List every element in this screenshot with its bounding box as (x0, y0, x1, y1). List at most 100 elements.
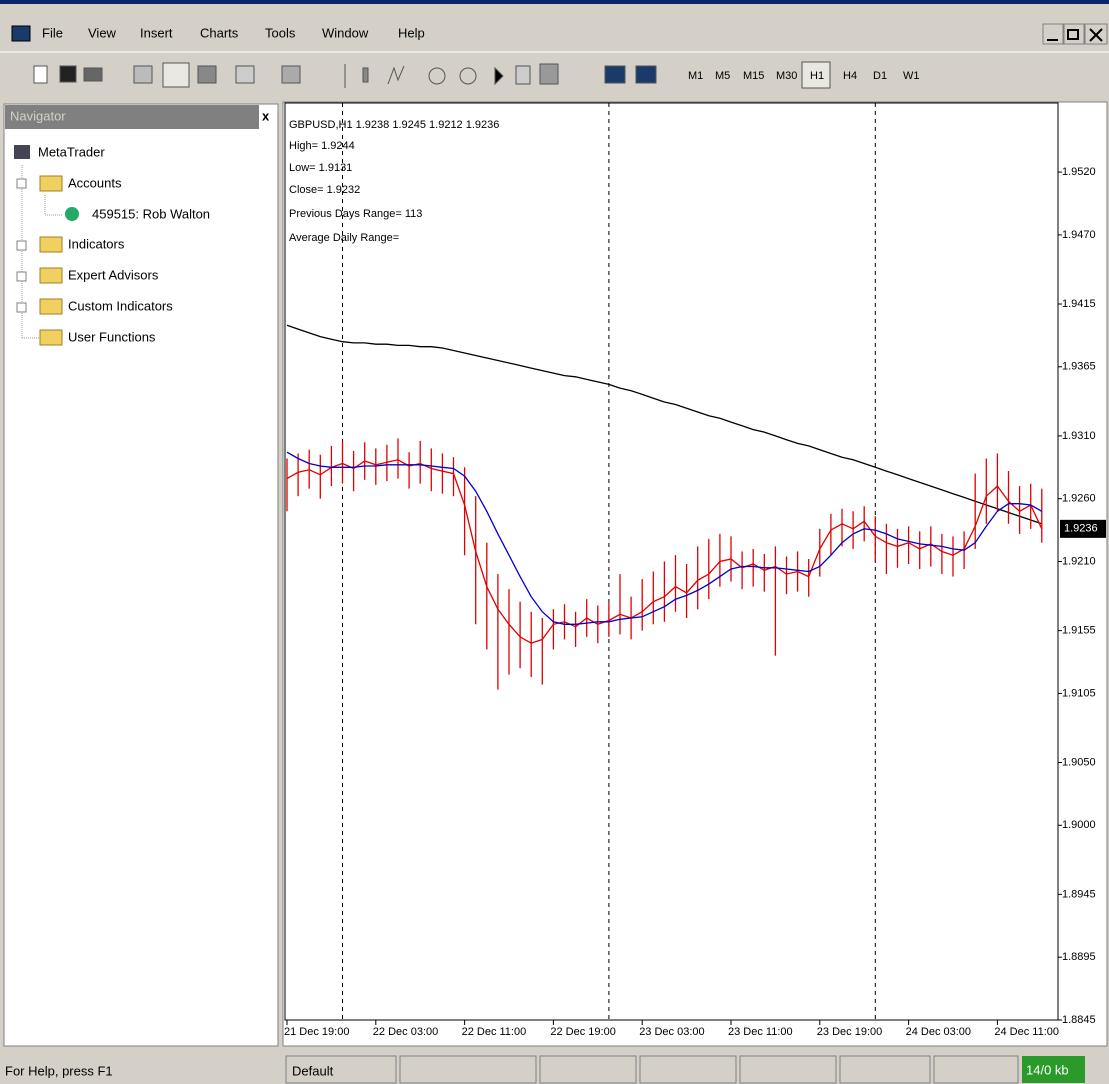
y-tick-label: 1.9470 (1062, 229, 1096, 241)
tool-line[interactable] (387, 65, 405, 85)
tree-item[interactable]: Custom Indicators (68, 298, 173, 313)
navigator-panel (3, 103, 279, 1047)
tool-terminal[interactable] (197, 65, 217, 84)
toolbar-icons (33, 61, 831, 89)
info-line: Average Daily Range= (289, 232, 399, 244)
y-tick-label: 1.9310 (1062, 430, 1096, 442)
y-tick-label: 1.9260 (1062, 493, 1096, 505)
y-tick-label: 1.9050 (1062, 756, 1096, 768)
y-tick-label: 1.8945 (1062, 888, 1096, 900)
folder-icon (39, 267, 63, 284)
folder-icon (39, 236, 63, 253)
folder-icon (39, 329, 63, 346)
tool-expert[interactable] (281, 65, 301, 84)
navigator-title: Navigator (10, 108, 66, 123)
tool-autoscroll[interactable] (494, 66, 504, 86)
x-tick-label: 22 Dec 03:00 (373, 1026, 438, 1038)
menu-item[interactable]: File (42, 25, 63, 40)
y-tick-label: 1.9000 (1062, 819, 1096, 831)
tool-navigator[interactable] (162, 62, 190, 88)
indicator-line (286, 324, 1043, 525)
timeframe-button[interactable]: M1 (688, 70, 703, 82)
menu-item[interactable]: Tools (265, 25, 296, 40)
account-icon (65, 207, 79, 221)
tool-experts[interactable] (539, 63, 559, 85)
info-line: GBPUSD,H1 1.9238 1.9245 1.9212 1.9236 (289, 119, 499, 131)
restore-icon (1067, 29, 1079, 40)
navigator-header (5, 105, 259, 129)
x-tick-label: 23 Dec 03:00 (639, 1026, 704, 1038)
tool-save[interactable] (59, 65, 77, 83)
y-tick-label: 1.9155 (1062, 624, 1096, 636)
tool-zoom-in[interactable] (428, 67, 446, 85)
info-line: Low= 1.9131 (289, 162, 352, 174)
tool-periods[interactable] (604, 65, 626, 84)
current-price-label: 1.9236 (1064, 523, 1098, 535)
status-help: For Help, press F1 (5, 1063, 113, 1078)
terminal-icon (14, 145, 30, 159)
menu-item[interactable]: Charts (200, 25, 239, 40)
y-tick-label: 1.9415 (1062, 298, 1096, 310)
tree-item[interactable]: Accounts (68, 175, 122, 190)
folder-icon (39, 175, 63, 192)
current-price-box (1060, 519, 1106, 538)
app-icon (11, 25, 31, 42)
indicator-line (286, 451, 1043, 625)
status-traffic: 14/0 kb (1026, 1062, 1069, 1077)
x-tick-label: 24 Dec 03:00 (906, 1026, 971, 1038)
x-tick-label: 23 Dec 19:00 (817, 1026, 882, 1038)
status-profile: Default (292, 1063, 334, 1078)
menu-item[interactable]: View (88, 25, 117, 40)
tree-item[interactable]: Indicators (68, 236, 125, 251)
navigator-close[interactable]: x (262, 108, 270, 123)
x-tick-label: 23 Dec 11:00 (728, 1026, 793, 1038)
tool-templates[interactable] (635, 65, 657, 84)
menu-item[interactable]: Insert (140, 25, 173, 40)
timeframe-button[interactable]: M5 (715, 70, 730, 82)
info-line: Close= 1.9232 (289, 184, 360, 196)
chart: 1.9520 1.9470 1.9415 1.9365 1.9310 1.9260 1.92… (284, 103, 1106, 1038)
tool-market[interactable] (133, 65, 153, 84)
window-controls (1042, 23, 1108, 45)
y-tick-label: 1.9365 (1062, 361, 1096, 373)
tree-item[interactable]: Expert Advisors (68, 267, 159, 282)
status-bar (0, 1048, 1109, 1084)
plot-area (284, 102, 1059, 1021)
menu-item[interactable]: Help (398, 25, 425, 40)
y-tick-label: 1.8845 (1062, 1014, 1096, 1026)
x-tick-label: 22 Dec 19:00 (550, 1026, 615, 1038)
tool-properties[interactable] (235, 65, 255, 84)
x-tick-label: 22 Dec 11:00 (462, 1026, 527, 1038)
tool-zoom-out[interactable] (459, 67, 477, 85)
tree-item[interactable]: User Functions (68, 329, 156, 344)
folder-icon (39, 298, 63, 315)
tree-toggle[interactable] (16, 302, 27, 313)
tree-toggle[interactable] (16, 240, 27, 251)
tree-toggle[interactable] (16, 271, 27, 282)
timeframe-button[interactable]: D1 (873, 70, 887, 82)
menu-item[interactable]: Window (322, 25, 369, 40)
title-strip (0, 0, 1109, 4)
timeframe-pressed (801, 61, 831, 89)
tree-item[interactable]: MetaTrader (38, 144, 105, 159)
y-tick-label: 1.8895 (1062, 951, 1096, 963)
x-tick-label: 21 Dec 19:00 (284, 1026, 349, 1038)
y-tick-label: 1.9105 (1062, 687, 1096, 699)
tree-toggle[interactable] (16, 178, 27, 189)
tree-item[interactable]: 459515: Rob Walton (92, 206, 210, 221)
tool-candles[interactable] (362, 67, 369, 83)
info-line: High= 1.9244 (289, 140, 355, 152)
tool-shift[interactable] (515, 65, 531, 85)
timeframe-button[interactable]: H4 (843, 70, 857, 82)
timeframe-button[interactable]: W1 (903, 70, 920, 82)
tool-print[interactable] (83, 67, 103, 82)
timeframe-button[interactable]: M15 (743, 70, 764, 82)
y-tick-label: 1.9210 (1062, 555, 1096, 567)
info-line: Previous Days Range= 113 (289, 208, 422, 220)
tool-new[interactable] (33, 65, 48, 84)
timeframe-button[interactable]: H1 (810, 70, 824, 82)
timeframe-button[interactable]: M30 (776, 70, 797, 82)
menu-bar (0, 4, 1109, 50)
